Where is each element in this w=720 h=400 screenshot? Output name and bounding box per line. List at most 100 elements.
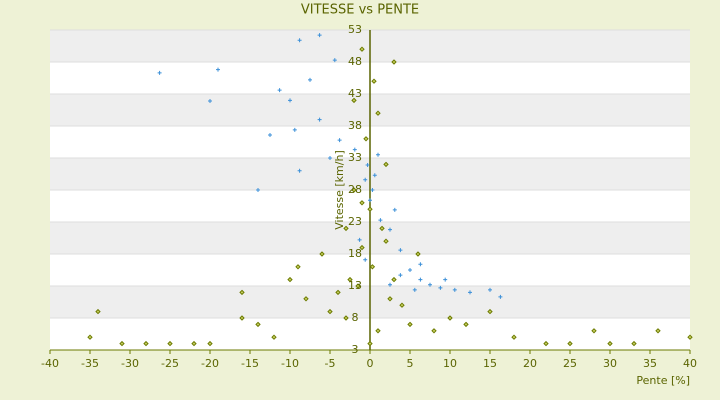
y-tick-label: 23 [348, 215, 362, 228]
point [328, 156, 332, 160]
point [368, 198, 372, 203]
point [317, 117, 322, 122]
y-tick-label: 13 [348, 279, 362, 292]
point [388, 227, 392, 232]
point [332, 58, 337, 63]
point [359, 244, 365, 251]
x-tick-label: -5 [325, 357, 336, 370]
point [452, 287, 457, 292]
point [352, 147, 357, 152]
point [87, 334, 93, 340]
point [431, 328, 437, 334]
point [398, 248, 403, 253]
point [463, 321, 469, 328]
x-tick-label: -30 [121, 357, 139, 370]
point [687, 334, 693, 340]
point [335, 289, 341, 296]
x-tick-label: -25 [161, 357, 179, 370]
point [208, 99, 212, 104]
point [167, 340, 173, 347]
point [383, 238, 389, 244]
y-tick-label: 53 [348, 23, 362, 36]
point [157, 70, 162, 75]
point [375, 110, 381, 116]
point [447, 315, 453, 321]
point [631, 340, 637, 347]
point [392, 207, 397, 212]
point [371, 78, 377, 84]
point [511, 334, 517, 340]
point [207, 340, 213, 347]
y-tick-label: 38 [348, 119, 362, 132]
point [292, 127, 297, 132]
x-tick-label: 0 [367, 357, 374, 370]
point [399, 302, 405, 308]
point [391, 276, 397, 283]
point [95, 308, 101, 315]
point [398, 273, 403, 278]
point [308, 77, 312, 82]
y-tick-label: 3 [352, 343, 359, 356]
point [367, 340, 373, 347]
point [655, 328, 661, 334]
x-tick-label: 40 [683, 357, 697, 370]
point [468, 290, 472, 295]
point [239, 289, 245, 296]
point [428, 282, 432, 287]
x-tick-label: -20 [201, 357, 219, 370]
point [327, 308, 333, 315]
x-tick-label: -10 [281, 357, 299, 370]
chart-title: VITESSE vs PENTE [301, 3, 419, 18]
point [355, 283, 361, 289]
point [255, 321, 261, 328]
point [607, 340, 613, 347]
point [363, 136, 369, 142]
point [297, 168, 302, 173]
point [303, 296, 309, 302]
point [487, 308, 493, 315]
point [438, 285, 443, 290]
point [363, 177, 368, 182]
point [256, 188, 260, 192]
point [388, 282, 392, 287]
point [351, 187, 357, 193]
point [378, 218, 383, 223]
point [317, 33, 322, 38]
point [418, 277, 423, 282]
point [363, 257, 368, 262]
point [337, 138, 342, 143]
x-tick-label: -15 [241, 357, 259, 370]
point [375, 328, 381, 334]
x-tick-label: 15 [483, 357, 497, 370]
point [488, 287, 492, 292]
point [271, 334, 277, 340]
point [383, 161, 389, 168]
point [379, 225, 385, 232]
x-tick-label: -40 [41, 357, 59, 370]
point [343, 225, 349, 232]
point [297, 38, 302, 43]
point [359, 200, 365, 206]
point [543, 340, 549, 347]
point [287, 276, 293, 283]
point [143, 340, 149, 347]
point [351, 97, 357, 104]
y-tick-label: 18 [348, 247, 362, 260]
point [367, 206, 373, 212]
point [288, 98, 292, 103]
x-tick-label: 5 [407, 357, 414, 370]
point [369, 264, 376, 270]
y-tick-label: 48 [348, 55, 362, 68]
point [359, 46, 365, 52]
point [412, 287, 417, 292]
point [391, 59, 397, 65]
point [319, 251, 325, 257]
point [376, 152, 380, 157]
x-tick-label: -35 [81, 357, 99, 370]
point [343, 315, 349, 321]
point [365, 163, 370, 168]
point [418, 262, 423, 267]
x-tick-label: 30 [603, 357, 617, 370]
y-tick-label: 28 [348, 183, 362, 196]
